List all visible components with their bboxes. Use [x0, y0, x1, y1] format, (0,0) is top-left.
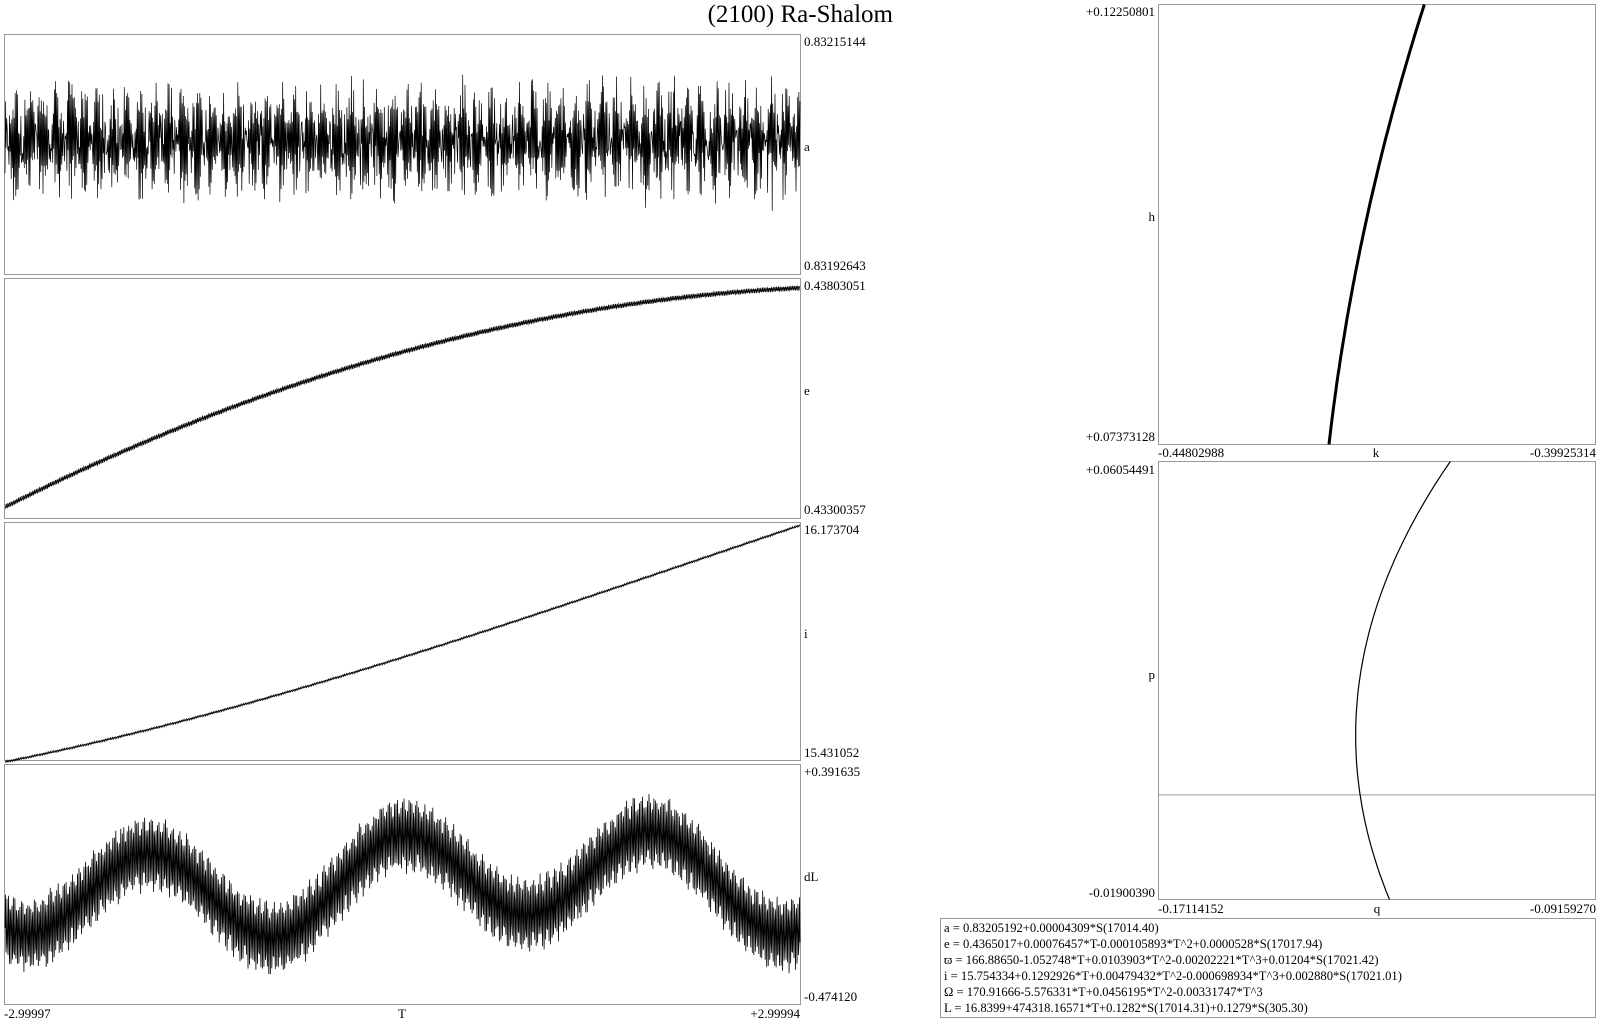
ytick-a-max: 0.83215144 — [804, 34, 866, 49]
ylabel-a: a — [804, 139, 810, 154]
formula-L: L = 16.8399+474318.16571*T+0.1282*S(1701… — [944, 1001, 1308, 1016]
xlabel-k: k — [1373, 445, 1380, 460]
ytick-e-max: 0.43803051 — [804, 278, 866, 293]
series-line-e — [4, 285, 801, 509]
panel-a: 0.83215144 a 0.83192643 — [4, 34, 866, 275]
ytick-e-min: 0.43300357 — [804, 502, 866, 517]
xtick-T-min: -2.99997 — [4, 1006, 51, 1021]
ytick-h-max: +0.12250801 — [1086, 4, 1155, 19]
series-line-a — [4, 74, 801, 211]
xtick-q-min: -0.17114152 — [1158, 901, 1224, 916]
series-line-pq — [1355, 461, 1451, 900]
ytick-a-min: 0.83192643 — [804, 258, 866, 273]
xlabel-q: q — [1374, 901, 1381, 916]
formula-varpi: ϖ = 166.88650-1.052748*T+0.0103903*T^2-0… — [944, 953, 1379, 968]
panel-hk: +0.12250801 h +0.07373128 -0.44802988 k … — [1086, 4, 1597, 460]
formula-a: a = 0.83205192+0.00004309*S(17014.40) — [944, 921, 1159, 935]
panel-i-frame — [4, 522, 801, 761]
panel-hk-frame — [1158, 4, 1596, 445]
ylabel-h: h — [1149, 209, 1156, 224]
ytick-dL-min: -0.474120 — [804, 989, 857, 1004]
ytick-dL-max: +0.391635 — [804, 764, 860, 779]
ylabel-i: i — [804, 626, 808, 641]
xtick-q-max: -0.09159270 — [1530, 901, 1596, 916]
panel-e: 0.43803051 e 0.43300357 — [4, 278, 866, 519]
ylabel-dL: dL — [804, 869, 819, 884]
formula-e: e = 0.4365017+0.00076457*T-0.000105893*T… — [944, 937, 1323, 952]
xtick-k-min: -0.44802988 — [1158, 445, 1224, 460]
xtick-T-max: +2.99994 — [750, 1006, 800, 1021]
ytick-i-max: 16.173704 — [804, 522, 860, 537]
ytick-p-max: +0.06054491 — [1086, 462, 1155, 477]
series-line-hk — [1327, 4, 1426, 445]
panel-e-frame — [4, 278, 801, 519]
xlabel-T: T — [398, 1006, 406, 1021]
panel-a-frame — [4, 34, 801, 275]
panel-i: 16.173704 i 15.431052 — [4, 522, 860, 763]
chart-title: (2100) Ra-Shalom — [708, 1, 894, 28]
series-line-i — [4, 524, 801, 763]
panel-dL: +0.391635 dL -0.474120 -2.99997 T +2.999… — [4, 764, 860, 1021]
ylabel-e: e — [804, 383, 810, 398]
panel-pq: +0.06054491 p -0.01900390 -0.17114152 q … — [1086, 461, 1596, 916]
panel-dL-frame — [4, 764, 801, 1005]
panel-pq-frame — [1158, 461, 1596, 900]
formula-i: i = 15.754334+0.1292926*T+0.00479432*T^2… — [944, 969, 1402, 984]
element-formulas-box: a = 0.83205192+0.00004309*S(17014.40) e … — [940, 918, 1596, 1018]
xtick-k-max: -0.39925314 — [1530, 445, 1597, 460]
ylabel-p: p — [1149, 667, 1156, 682]
ytick-i-min: 15.431052 — [804, 745, 859, 760]
formula-omega: Ω = 170.91666-5.576331*T+0.0456195*T^2-0… — [944, 985, 1263, 1000]
series-line-dL — [4, 793, 801, 975]
ytick-h-min: +0.07373128 — [1086, 429, 1155, 444]
ytick-p-min: -0.01900390 — [1089, 885, 1155, 900]
